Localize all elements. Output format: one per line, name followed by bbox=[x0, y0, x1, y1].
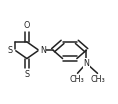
Text: CH₃: CH₃ bbox=[91, 75, 106, 84]
Text: O: O bbox=[24, 21, 30, 30]
Text: S: S bbox=[24, 70, 29, 79]
Text: S: S bbox=[7, 46, 13, 55]
Text: N: N bbox=[83, 59, 89, 68]
Text: N: N bbox=[40, 46, 46, 55]
Text: CH₃: CH₃ bbox=[70, 75, 84, 84]
